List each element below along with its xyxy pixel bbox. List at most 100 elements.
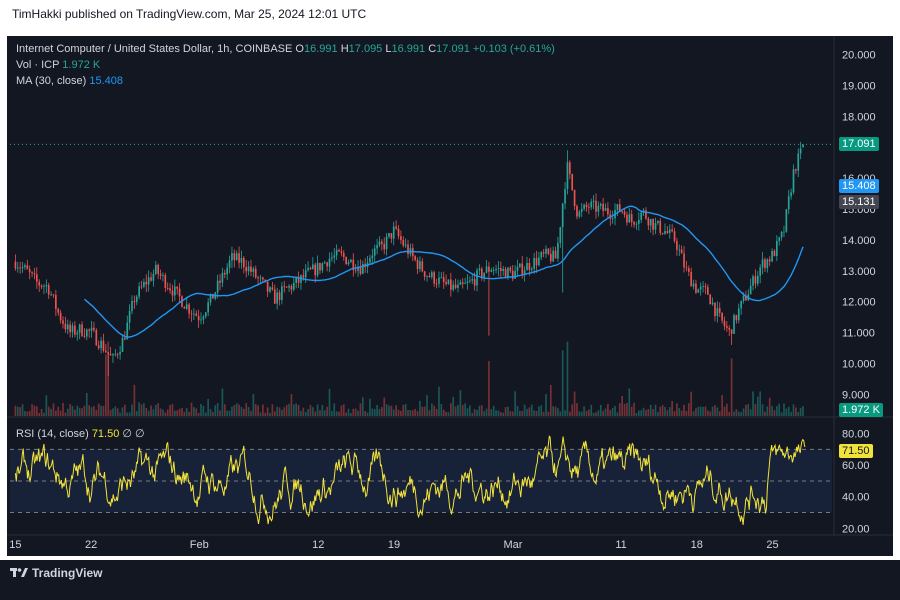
volume-bar — [47, 406, 50, 416]
candle-body — [752, 276, 754, 286]
candle-body — [102, 340, 105, 351]
candle-body — [243, 257, 245, 268]
volume-bar — [452, 397, 455, 416]
candle-body — [478, 268, 481, 271]
volume-bar — [45, 395, 48, 416]
volume-bar — [590, 404, 593, 416]
candle-body — [723, 320, 726, 327]
volume-bar — [197, 412, 200, 416]
volume-bar — [759, 391, 762, 416]
candle-body — [519, 263, 521, 267]
candle-body — [545, 248, 547, 254]
volume-price-tag: 1.972 K — [839, 403, 883, 417]
volume-bar — [799, 407, 802, 416]
candle-body — [447, 279, 450, 285]
volume-bar — [16, 406, 19, 416]
candle-body — [538, 257, 540, 266]
volume-bar — [378, 408, 381, 416]
volume-bar — [442, 409, 445, 416]
candle-body — [297, 277, 300, 283]
candle-body — [85, 329, 88, 337]
candle-body — [497, 268, 500, 270]
volume-bar — [659, 406, 662, 416]
volume-bar — [552, 406, 555, 416]
volume-bar — [571, 404, 574, 416]
volume-bar — [131, 404, 133, 416]
volume-bar — [269, 412, 271, 416]
candle-body — [466, 281, 469, 284]
volume-bar — [143, 403, 145, 416]
tradingview-logo[interactable]: TradingView — [10, 566, 102, 580]
volume-bar — [687, 403, 690, 416]
candle-body — [131, 301, 133, 311]
candle-body — [342, 253, 345, 257]
volume-bar — [583, 406, 585, 416]
volume-bar — [790, 411, 792, 416]
candle-body — [797, 153, 800, 171]
candle-body — [40, 285, 43, 287]
candle-body — [790, 192, 792, 197]
candle-body — [709, 294, 712, 305]
volume-bar — [411, 410, 414, 416]
candle-body — [147, 277, 150, 285]
candle-body — [209, 293, 212, 303]
candle-body — [787, 196, 790, 210]
candle-body — [221, 272, 224, 283]
volume-bar — [526, 408, 528, 416]
candle-body — [290, 285, 293, 290]
candle-body — [678, 249, 681, 251]
volume-bar — [564, 410, 566, 416]
candle-body — [511, 270, 514, 279]
volume-bar — [740, 412, 742, 416]
chart-panel[interactable]: 9.000 10.000 11.000 12.000 13.000 14.000 15.00… — [7, 36, 893, 556]
candle-body — [193, 313, 195, 315]
candle-body — [771, 250, 773, 262]
volume-bar — [52, 403, 55, 416]
candle-body — [116, 354, 119, 356]
volume-bar — [338, 411, 340, 416]
volume-bar — [607, 404, 609, 416]
candle-body — [445, 282, 447, 285]
volume-bar — [704, 406, 707, 416]
candle-body — [799, 148, 802, 154]
volume-bar — [507, 406, 509, 416]
candle-body — [414, 256, 416, 260]
volume-bar — [780, 412, 783, 416]
candle-body — [178, 288, 181, 297]
candle-body — [657, 220, 659, 224]
volume-bar — [559, 411, 562, 416]
volume-bar — [164, 412, 167, 416]
volume-bar — [611, 408, 614, 416]
chart-svg[interactable]: 9.00010.00011.00012.00013.00014.00015.00… — [7, 36, 893, 556]
volume-bar — [435, 408, 438, 416]
volume-bar — [185, 408, 188, 416]
secondary-price-tag: 15.131 — [839, 195, 879, 209]
candle-body — [352, 259, 355, 270]
volume-bar — [666, 410, 669, 416]
volume-bar — [737, 411, 740, 416]
open-value: 16.991 — [303, 43, 338, 55]
volume-bar — [38, 412, 41, 416]
candle-body — [528, 262, 531, 270]
candle-body — [328, 258, 331, 267]
volume-bar — [538, 406, 540, 416]
candle-body — [533, 258, 535, 269]
candle-body — [549, 253, 552, 262]
rsi-price-tag: 71.50 — [839, 444, 873, 458]
candle-body — [357, 267, 359, 271]
candle-body — [421, 261, 424, 272]
volume-bar — [400, 410, 402, 416]
candle-body — [373, 248, 376, 256]
candle-body — [687, 268, 690, 272]
volume-bar — [176, 410, 179, 416]
publish-info: TimHakki published on TradingView.com, M… — [12, 7, 367, 21]
volume-bar — [181, 407, 183, 416]
candle-body — [400, 236, 402, 240]
candle-body — [124, 337, 126, 340]
candle-body — [459, 282, 462, 285]
volume-bar — [668, 407, 671, 416]
volume-bar — [100, 405, 102, 416]
candle-body — [197, 315, 200, 321]
candle-body — [47, 285, 50, 295]
candle-body — [300, 275, 302, 283]
